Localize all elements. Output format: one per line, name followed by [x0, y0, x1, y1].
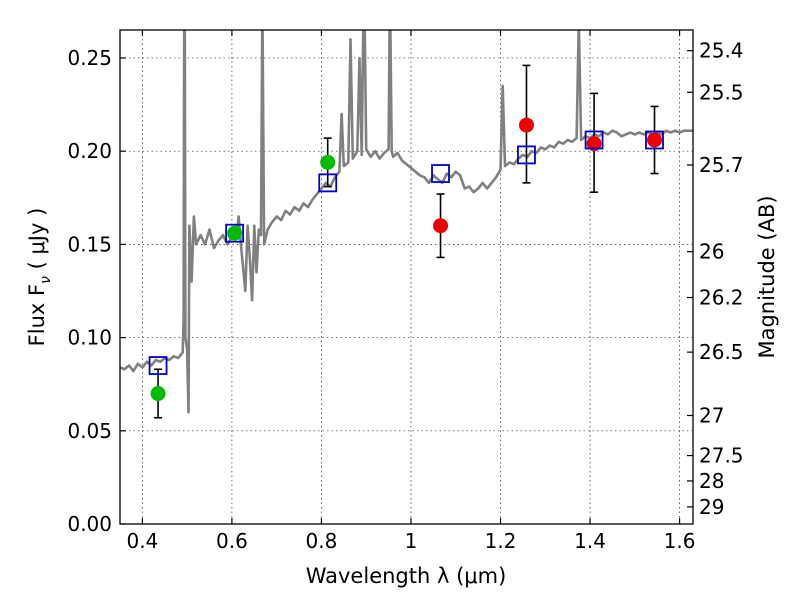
y-tick-label: 0.15	[67, 232, 112, 256]
model-photometry-square	[148, 356, 168, 375]
plot-area	[120, 30, 693, 419]
model-photometry-square	[517, 145, 536, 165]
y2-tick-label: 25.7	[699, 153, 744, 177]
y-tick-label: 0.20	[67, 139, 112, 163]
y-axis-title: Flux Fν ( μJy )	[25, 208, 54, 347]
observed-nir-point	[433, 218, 449, 234]
plot-frame	[119, 29, 694, 525]
y2-tick-label: 26.5	[699, 340, 744, 364]
y2-tick-label: 26.2	[699, 286, 744, 310]
x-tick-label: 1.4	[574, 529, 606, 553]
model-photometry-square	[431, 164, 450, 183]
x-tick-label: 0.4	[126, 529, 158, 553]
y2-tick-label: 26	[699, 240, 724, 264]
x-tick-label: 0.6	[216, 529, 248, 553]
y-tick-label: 0.00	[67, 512, 112, 536]
y-axis-title-sub: ν	[38, 276, 54, 284]
y2-tick-label: 25.4	[699, 39, 744, 63]
y2-axis-title: Magnitude (AB)	[755, 195, 779, 358]
y-axis-title-main: Flux F	[25, 284, 49, 346]
x-tick-label: 1.2	[485, 529, 517, 553]
observed-nir-point	[586, 136, 602, 152]
x-axis-title: Wavelength λ (μm)	[306, 564, 507, 588]
y2-tick-label: 27.5	[699, 444, 744, 468]
observed-optical-point	[320, 154, 336, 170]
x-tick-label: 0.8	[306, 529, 338, 553]
y-tick-label: 0.05	[67, 419, 112, 443]
observed-nir-point	[518, 117, 534, 133]
model-photometry-square	[584, 130, 604, 150]
y-tick-label: 0.25	[67, 46, 112, 70]
observed-optical-point	[227, 225, 243, 241]
x-tick-label: 1.6	[664, 529, 696, 553]
ticks	[120, 30, 693, 525]
y2-tick-label: 28	[699, 469, 724, 493]
grid	[120, 30, 693, 525]
model-photometry-square	[318, 173, 338, 193]
tick-labels: 0.4 0.6 0.8 1 1.2 1.4 1.6 0.00 0.05 0.10 0.15 0.20 0…	[67, 39, 743, 553]
model-photometry-square	[225, 223, 245, 243]
y-tick-label: 0.10	[67, 326, 112, 350]
model-spectrum-line	[120, 30, 693, 414]
observed-optical-point	[150, 386, 166, 402]
y2-tick-label: 25.5	[699, 80, 744, 104]
y2-tick-label: 29	[699, 495, 724, 519]
observed-nir-point	[647, 132, 663, 148]
x-tick-label: 1	[405, 529, 418, 553]
y2-tick-label: 27	[699, 404, 724, 428]
model-photometry-square	[645, 130, 664, 150]
y-axis-title-unit: ( μJy )	[25, 208, 49, 276]
